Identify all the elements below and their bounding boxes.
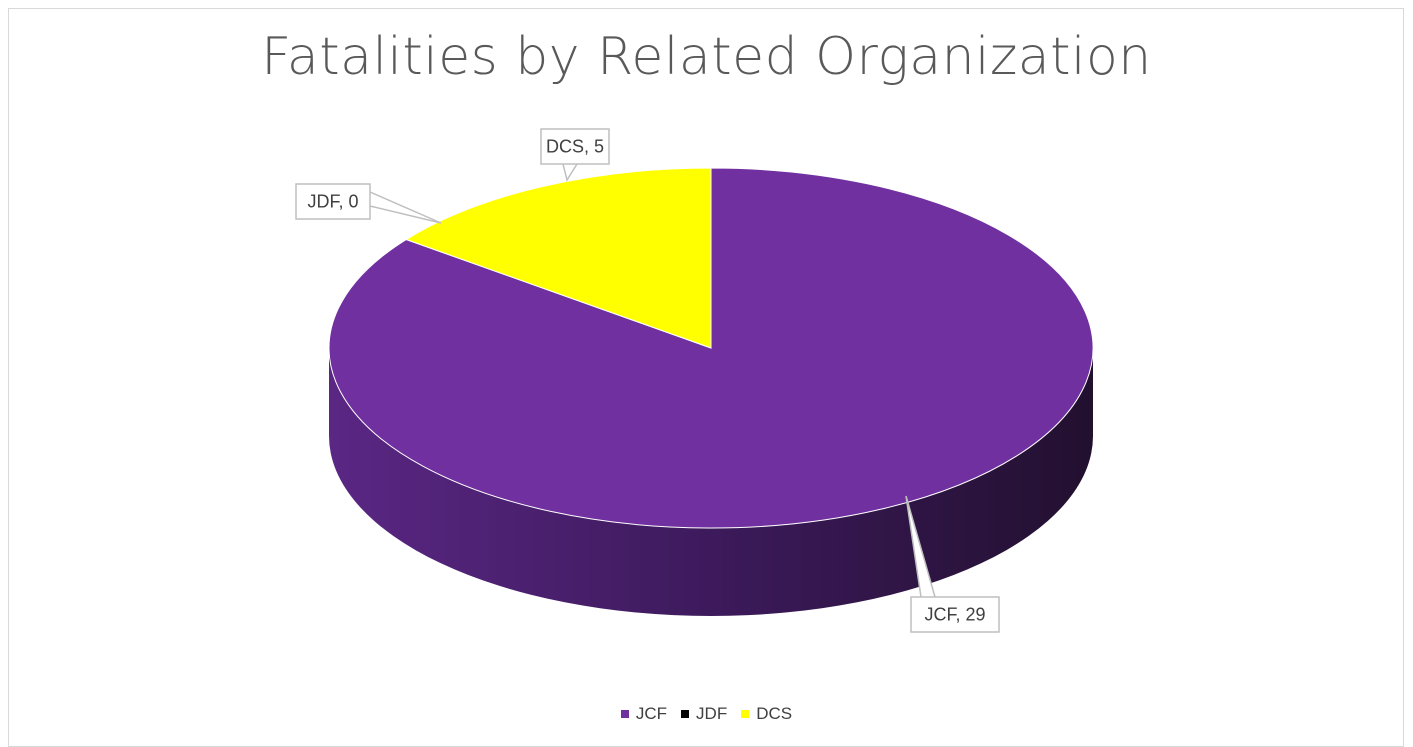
chart-title: Fatalities by Related Organization <box>261 27 1152 87</box>
legend-label: JDF <box>696 704 728 723</box>
legend-swatch <box>620 710 629 718</box>
data-label-text: JCF, 29 <box>924 605 985 625</box>
legend-item-dcs: DCS <box>741 704 792 724</box>
data-label-text: JDF, 0 <box>307 192 358 212</box>
legend: JCF JDF DCS <box>0 704 1413 724</box>
legend-label: JCF <box>635 704 668 723</box>
legend-swatch <box>681 710 690 718</box>
data-label-dcs: DCS, 5 <box>540 128 610 182</box>
data-label-jcf: JCF, 29 <box>905 495 1000 633</box>
pie-slice-dcs <box>405 167 712 349</box>
legend-swatch <box>741 710 750 718</box>
data-label-jdf: JDF, 0 <box>295 183 442 224</box>
data-label-text: DCS, 5 <box>546 137 604 157</box>
legend-label: DCS <box>756 704 793 723</box>
legend-item-jcf: JCF <box>620 704 668 724</box>
legend-item-jdf: JDF <box>681 704 727 724</box>
pie-side-wall <box>329 348 1093 616</box>
